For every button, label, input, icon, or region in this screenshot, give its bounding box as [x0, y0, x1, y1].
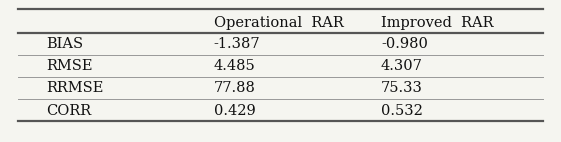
- Text: 77.88: 77.88: [214, 82, 255, 95]
- Text: CORR: CORR: [46, 104, 91, 118]
- Text: 4.485: 4.485: [214, 59, 255, 73]
- Text: Improved  RAR: Improved RAR: [381, 16, 494, 30]
- Text: -1.387: -1.387: [214, 37, 260, 51]
- Text: RRMSE: RRMSE: [46, 82, 103, 95]
- Text: 0.532: 0.532: [381, 104, 423, 118]
- Text: 0.429: 0.429: [214, 104, 255, 118]
- Text: -0.980: -0.980: [381, 37, 428, 51]
- Text: 75.33: 75.33: [381, 82, 423, 95]
- Text: RMSE: RMSE: [46, 59, 93, 73]
- Text: Operational  RAR: Operational RAR: [214, 16, 343, 30]
- Text: 4.307: 4.307: [381, 59, 423, 73]
- Text: BIAS: BIAS: [46, 37, 83, 51]
